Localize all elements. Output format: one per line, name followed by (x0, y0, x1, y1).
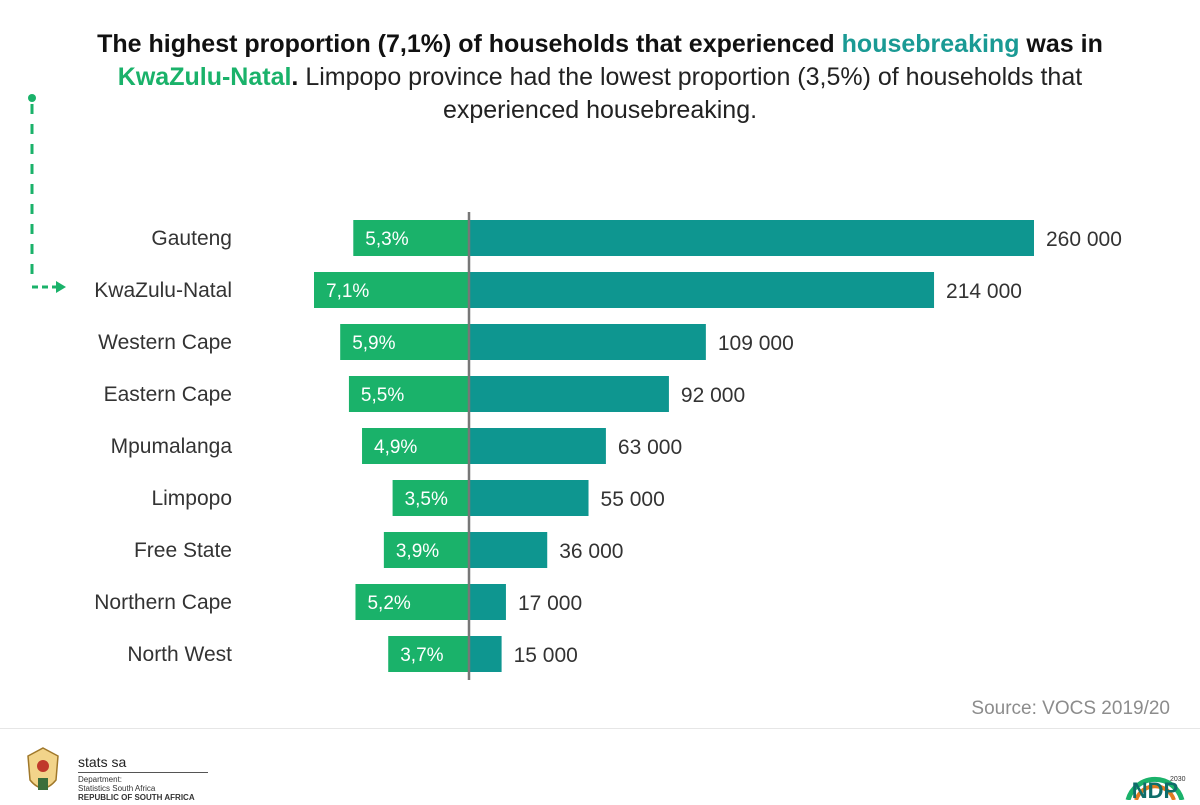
dept-line-1: Department: (78, 775, 123, 784)
percent-bar-north-west (388, 636, 469, 672)
percent-label-north-west: 3,7% (400, 645, 443, 666)
brand-underline (78, 772, 208, 773)
percent-bar-kwazulu-natal (314, 272, 469, 308)
category-label-limpopo: Limpopo (151, 487, 232, 510)
category-label-northern-cape: Northern Cape (94, 591, 232, 614)
percent-label-limpopo: 3,5% (405, 489, 448, 510)
housebreaking-bar-chart: Gauteng 5,3% 260 000 KwaZulu-Natal 7,1% 214 0… (94, 212, 1122, 680)
chart-headline: The highest proportion (7,1%) of househo… (20, 28, 1180, 127)
households-bar-eastern-cape (469, 376, 669, 412)
households-label-gauteng: 260 000 (1046, 228, 1122, 251)
ndp-2030-logo: NDP 2030 (1125, 776, 1186, 800)
category-label-kwazulu-natal: KwaZulu-Natal (94, 279, 232, 302)
headline-line-1: The highest proportion (7,1%) of househo… (20, 28, 1180, 61)
households-label-mpumalanga: 63 000 (618, 436, 682, 459)
headline-part-4: Limpopo province had the lowest proporti… (298, 63, 1083, 91)
households-bar-mpumalanga (469, 428, 606, 464)
households-label-free-state: 36 000 (559, 540, 623, 563)
category-label-free-state: Free State (134, 539, 232, 562)
percent-bar-free-state (383, 532, 469, 568)
percent-label-eastern-cape: 5,5% (361, 385, 404, 406)
percent-bar-mpumalanga (362, 428, 469, 464)
households-bar-northern-cape (469, 584, 506, 620)
category-label-western-cape: Western Cape (98, 331, 232, 354)
headline-part-2: was in (1019, 30, 1103, 58)
category-label-mpumalanga: Mpumalanga (111, 435, 233, 458)
households-bar-free-state (469, 532, 548, 568)
source-note: Source: VOCS 2019/20 (971, 698, 1170, 719)
households-label-northern-cape: 17 000 (518, 592, 582, 615)
percent-label-free-state: 3,9% (396, 541, 439, 562)
headline-line-3: experienced housebreaking. (442, 96, 758, 124)
coat-of-arms-icon (27, 747, 59, 790)
bars-layer: Gauteng 5,3% 260 000 KwaZulu-Natal 7,1% 214 0… (94, 220, 1122, 672)
dashed-pointer-icon (28, 94, 66, 293)
department-text: Department: Statistics South Africa REPU… (78, 775, 195, 802)
headline-period: . (291, 63, 299, 91)
stats-sa-logo: stats sa Department: Statistics South Af… (18, 740, 238, 802)
households-label-western-cape: 109 000 (718, 332, 794, 355)
category-label-gauteng: Gauteng (151, 227, 232, 250)
percent-bar-eastern-cape (348, 376, 469, 412)
dept-line-2: Statistics South Africa (78, 784, 156, 793)
footer-divider (0, 728, 1200, 729)
percent-label-gauteng: 5,3% (365, 229, 408, 250)
stats-sa-brand: stats sa (78, 754, 127, 770)
dept-line-3: REPUBLIC OF SOUTH AFRICA (78, 793, 195, 802)
percent-bar-gauteng (353, 220, 469, 256)
headline-part-1: The highest proportion (7,1%) of househo… (97, 30, 842, 58)
households-bar-western-cape (469, 324, 706, 360)
percent-bar-northern-cape (355, 584, 469, 620)
households-bar-limpopo (469, 480, 589, 516)
percent-label-northern-cape: 5,2% (367, 593, 410, 614)
households-bar-kwazulu-natal (469, 272, 935, 308)
households-label-north-west: 15 000 (514, 644, 578, 667)
households-bar-gauteng (469, 220, 1034, 256)
households-bar-north-west (469, 636, 502, 672)
percent-label-mpumalanga: 4,9% (374, 437, 417, 458)
category-label-eastern-cape: Eastern Cape (104, 383, 232, 406)
households-label-kwazulu-natal: 214 000 (946, 280, 1022, 303)
ndp-year-text: 2030 (1170, 776, 1186, 783)
households-label-eastern-cape: 92 000 (681, 384, 745, 407)
percent-label-western-cape: 5,9% (352, 333, 395, 354)
headline-line-2: KwaZulu-Natal. Limpopo province had the … (20, 61, 1180, 94)
ndp-logo-text: NDP (1132, 778, 1178, 800)
headline-highlight-kzn: KwaZulu-Natal (117, 63, 292, 91)
percent-bar-western-cape (340, 324, 469, 360)
category-label-north-west: North West (127, 643, 232, 666)
percent-bar-limpopo (392, 480, 469, 516)
percent-label-kwazulu-natal: 7,1% (326, 281, 369, 302)
households-label-limpopo: 55 000 (601, 488, 665, 511)
headline-highlight-housebreaking: housebreaking (841, 30, 1020, 58)
